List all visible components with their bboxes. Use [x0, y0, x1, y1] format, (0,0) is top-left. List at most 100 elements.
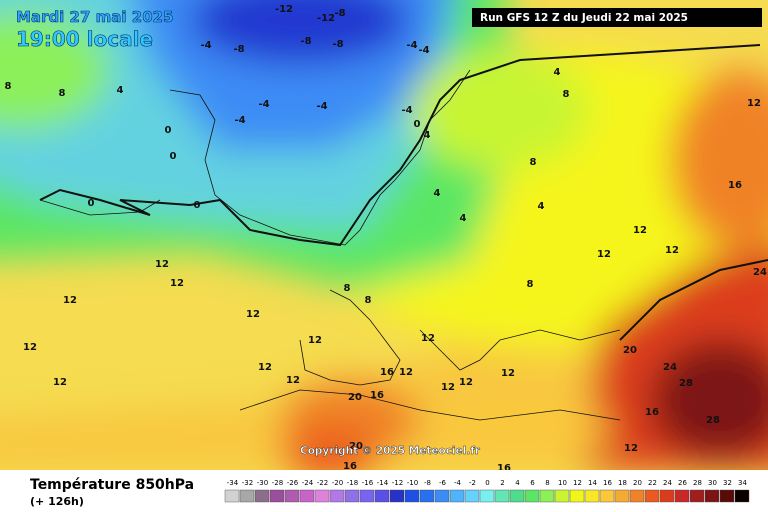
scale-label: -26 — [287, 479, 299, 487]
contour-label: 12 — [286, 375, 300, 386]
scale-swatch — [524, 489, 540, 503]
contour-label: 12 — [308, 335, 322, 346]
scale-label: -16 — [362, 479, 374, 487]
scale-swatch — [284, 489, 300, 503]
contour-label: -8 — [334, 8, 345, 19]
scale-swatch — [314, 489, 330, 503]
contour-label: -8 — [332, 39, 343, 50]
contour-label: 4 — [538, 201, 545, 212]
contour-label: 12 — [441, 382, 455, 393]
scale-label: 0 — [485, 479, 489, 487]
scale-swatch — [404, 489, 420, 503]
scale-swatch — [239, 489, 255, 503]
scale-label: -28 — [272, 479, 283, 487]
scale-label: -18 — [347, 479, 358, 487]
scale-swatch — [569, 489, 585, 503]
contour-label: 12 — [597, 249, 611, 260]
contour-label: 16 — [380, 367, 394, 378]
contour-label: -4 — [258, 99, 269, 110]
scale-label: 6 — [530, 479, 535, 487]
contour-label: 8 — [59, 88, 66, 99]
scale-label: 28 — [693, 479, 702, 487]
contour-label: 12 — [399, 367, 413, 378]
scale-label: 10 — [558, 479, 567, 487]
scale-swatch — [224, 489, 240, 503]
scale-label: -10 — [407, 479, 418, 487]
contour-label: 12 — [459, 377, 473, 388]
scale-swatch — [479, 489, 495, 503]
contour-label: -4 — [401, 105, 412, 116]
contour-label: 4 — [460, 213, 467, 224]
scale-swatch — [614, 489, 630, 503]
contour-label: 12 — [23, 342, 37, 353]
contour-label: 12 — [747, 98, 761, 109]
scale-swatch — [599, 489, 615, 503]
contour-label: 8 — [5, 81, 12, 92]
zero-isotherm — [39, 44, 768, 341]
contour-label: 0 — [414, 119, 421, 130]
scale-swatch — [434, 489, 450, 503]
contour-label: 8 — [527, 279, 534, 290]
coastlines — [39, 69, 621, 421]
temperature-field — [0, 0, 768, 480]
contour-label: -8 — [233, 44, 244, 55]
contour-label: 24 — [753, 267, 767, 278]
scale-swatch — [704, 489, 720, 503]
contour-label: 16 — [728, 180, 742, 191]
contour-label: -4 — [316, 101, 327, 112]
contour-label: 12 — [624, 443, 638, 454]
scale-swatch — [419, 489, 435, 503]
scale-label: 18 — [618, 479, 627, 487]
contour-label: -4 — [234, 115, 245, 126]
scale-label: 30 — [708, 479, 717, 487]
contour-label: 12 — [665, 245, 679, 256]
contour-label: 12 — [53, 377, 67, 388]
contour-label: 4 — [554, 67, 561, 78]
scale-label: -12 — [392, 479, 403, 487]
scale-swatch — [554, 489, 570, 503]
footer-title: Température 850hPa — [30, 477, 194, 493]
contour-label: -4 — [418, 45, 429, 56]
scale-label: -24 — [302, 479, 314, 487]
scale-label: 20 — [633, 479, 642, 487]
contour-label: 28 — [706, 415, 720, 426]
contour-label: 8 — [530, 157, 537, 168]
scale-label: -6 — [439, 479, 447, 487]
scale-swatch — [374, 489, 390, 503]
scale-swatch — [689, 489, 705, 503]
contour-label: 20 — [623, 345, 637, 356]
scale-swatch — [629, 489, 645, 503]
contour-label: -12 — [275, 4, 293, 15]
scale-swatch — [449, 489, 465, 503]
scale-label: 2 — [500, 479, 504, 487]
contour-label: 12 — [63, 295, 77, 306]
scale-label: 24 — [663, 479, 672, 487]
scale-label: 32 — [723, 479, 732, 487]
scale-swatch — [644, 489, 660, 503]
scale-swatch — [464, 489, 480, 503]
scale-swatch — [734, 489, 750, 503]
color-scale: -34 -32 -30 -28 -26 -24 -22 -20 -18 -16 -14 -12 -10-… — [224, 479, 750, 503]
contour-label: -8 — [300, 36, 311, 47]
contour-label: -4 — [200, 40, 211, 51]
scale-label: -8 — [424, 479, 431, 487]
scale-label: 14 — [588, 479, 597, 487]
map-time: 19:00 locale — [16, 27, 153, 51]
contour-label: 8 — [344, 283, 351, 294]
scale-label: -20 — [332, 479, 343, 487]
scale-label: -34 — [227, 479, 239, 487]
scale-swatch — [509, 489, 525, 503]
contour-label: 8 — [563, 89, 570, 100]
contour-label: 16 — [497, 463, 511, 474]
map-date: Mardi 27 mai 2025 — [16, 8, 174, 26]
scale-swatch — [719, 489, 735, 503]
contour-label: 0 — [88, 198, 95, 209]
run-info: Run GFS 12 Z du Jeudi 22 mai 2025 — [480, 12, 688, 24]
scale-swatch — [494, 489, 510, 503]
scale-label: 26 — [678, 479, 687, 487]
contour-label: 12 — [246, 309, 260, 320]
contour-label: -4 — [406, 40, 417, 51]
contour-label: 12 — [170, 278, 184, 289]
contour-label: 8 — [365, 295, 372, 306]
